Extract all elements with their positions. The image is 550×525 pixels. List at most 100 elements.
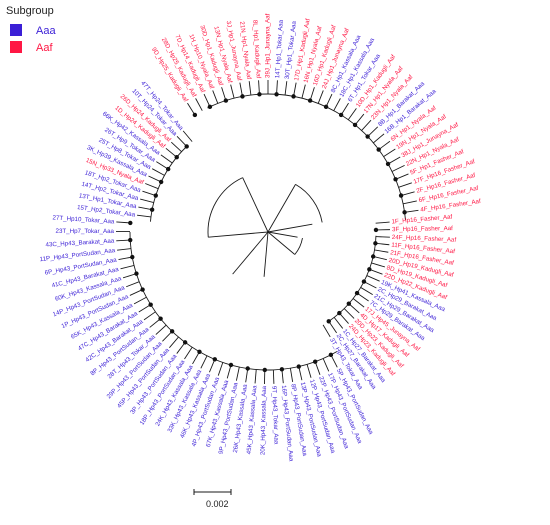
internal-node: [352, 122, 358, 128]
root-arc: [294, 237, 303, 255]
internal-node: [130, 254, 135, 260]
leaf-branch: [383, 148, 396, 157]
leaf-label: 27T_Hp10_Tokar_Aaa: [52, 214, 115, 225]
internal-node: [307, 98, 313, 103]
internal-node: [149, 207, 155, 212]
internal-node: [373, 227, 379, 233]
leaf-branch: [120, 264, 135, 270]
leaf-branch: [226, 364, 232, 379]
leaf-branch: [137, 214, 152, 218]
internal-node: [385, 161, 391, 167]
internal-node: [245, 366, 250, 371]
leaf-branch: [239, 82, 243, 97]
internal-node: [169, 329, 175, 334]
leaf-branch: [363, 281, 377, 289]
leaf-branch: [170, 141, 182, 153]
leaf-label: 23T_Hp7_Tokar_Aaa: [56, 228, 115, 235]
leaf-branch: [160, 154, 173, 164]
leaf-branch: [169, 336, 179, 348]
leaf-branch: [151, 168, 165, 176]
leaf-branch: [387, 156, 401, 165]
leaf-branch: [176, 342, 186, 354]
leaf-branch: [148, 175, 162, 183]
root-branch: [242, 177, 269, 233]
leaf-branch: [272, 369, 275, 384]
internal-node: [212, 357, 218, 362]
leaf-branch: [254, 369, 257, 384]
leaf-branch: [284, 81, 288, 96]
leaf-branch: [192, 351, 200, 365]
leaf-branch: [328, 321, 337, 334]
leaf-branch: [333, 98, 341, 111]
leaf-branch: [126, 281, 140, 288]
internal-node: [279, 367, 285, 372]
leaf-branch: [343, 308, 355, 319]
internal-node: [134, 271, 139, 276]
internal-node: [140, 287, 145, 292]
leaf-branch: [314, 361, 321, 375]
internal-node: [393, 177, 398, 182]
leaf-branch: [140, 198, 154, 204]
leaf-branch: [133, 296, 147, 305]
leaf-label: 39J_Hp1_Junayna_Aaf: [265, 13, 272, 78]
leaf-branch: [230, 84, 235, 99]
leaf-branch: [400, 191, 415, 196]
leaf-branch: [338, 312, 349, 324]
leaf-branch: [212, 90, 219, 104]
leaf-branch: [138, 304, 151, 313]
leaf-branch: [162, 330, 173, 342]
scale-bar-label: 0.002: [206, 499, 229, 509]
internal-node: [337, 310, 342, 316]
leaf-branch: [145, 183, 159, 190]
leaf-branch: [309, 87, 315, 101]
leaf-branch: [116, 221, 131, 224]
internal-node: [128, 220, 133, 226]
leaf-branch: [398, 182, 412, 188]
leaf-label: 8L_Hp1_Kadugli_Aaf: [251, 20, 262, 79]
internal-node: [158, 316, 163, 321]
leaf-branch: [138, 206, 153, 211]
leaf-branch: [182, 130, 193, 142]
internal-node: [361, 279, 367, 284]
leaf-branch: [248, 81, 252, 96]
leaf-branch: [348, 303, 360, 314]
leaf-branch: [298, 366, 303, 381]
internal-node: [262, 367, 267, 373]
internal-node: [274, 92, 279, 97]
leaf-branch: [184, 347, 193, 360]
leaf-branch: [375, 221, 390, 224]
leaf-branch: [118, 256, 133, 260]
internal-node: [184, 144, 189, 149]
root-branch: [267, 231, 298, 238]
leaf-label: 43C_Hp43_Barakat_Aaa: [45, 238, 115, 249]
leaf-branch: [375, 242, 390, 246]
leaf-branch: [373, 256, 387, 261]
leaf-branch: [200, 355, 208, 369]
leaf-branch: [330, 354, 338, 368]
leaf-branch: [142, 190, 156, 196]
leaf-branch: [221, 87, 227, 101]
leaf-label: 3F_Hp16_Fasher_Aaf: [392, 225, 453, 233]
root-arc: [207, 177, 243, 238]
root-arc: [295, 183, 323, 223]
leaf-branch: [187, 102, 196, 116]
legend-label-aaa: Aaa: [36, 25, 56, 37]
internal-node: [174, 155, 179, 160]
leaf-label: 9T_Hp43_Tokar_Aaa: [270, 386, 279, 445]
leaf-branch: [129, 289, 143, 296]
root-branch: [263, 231, 269, 277]
internal-node: [367, 267, 372, 272]
scale-bar: 0.002: [193, 489, 232, 509]
leaf-branch: [369, 268, 383, 275]
leaf-branch: [360, 287, 373, 296]
internal-node: [376, 147, 381, 152]
internal-node: [323, 104, 329, 110]
internal-node: [128, 237, 133, 243]
internal-node: [338, 112, 344, 118]
leaf-label: 24F_Hp16_Fasher_Aaf: [392, 234, 457, 244]
tree-nodes: [128, 92, 407, 373]
internal-node: [223, 98, 229, 103]
legend-label-aaf: Aaf: [36, 42, 53, 54]
leaf-branch: [325, 93, 333, 108]
